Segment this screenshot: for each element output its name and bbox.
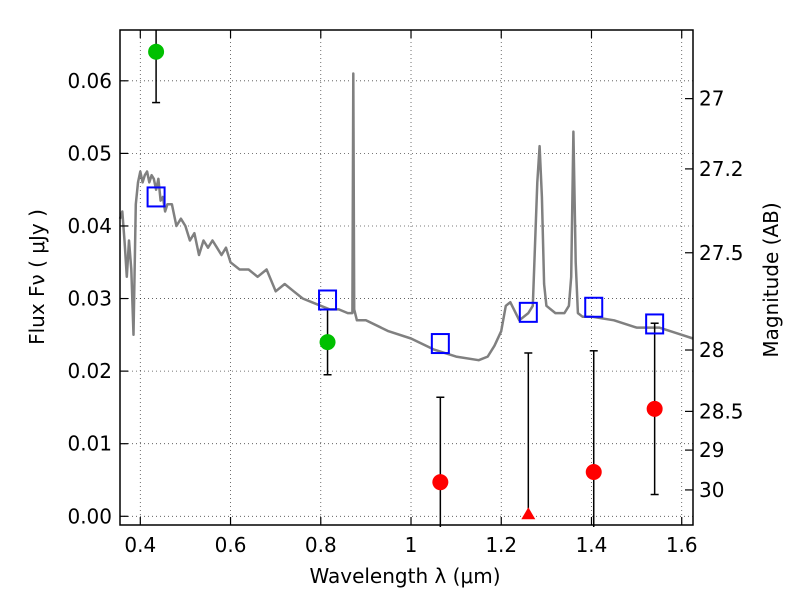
y-tick-label: 0.01 [67,432,112,456]
y-tick-label: 0.05 [67,141,112,165]
data-point [319,334,336,351]
upper-limit-marker [521,507,536,520]
data-point [432,474,449,491]
x-tick-label: 1.6 [666,533,698,557]
model-band-point [318,289,338,311]
y-tick-label: 0.00 [67,504,112,528]
data-point [585,464,602,481]
model-band-point [146,186,166,208]
x-tick-label: 0.4 [124,533,156,557]
x-axis-title: Wavelength λ (μm) [309,564,500,588]
axes [119,29,694,526]
y-axis-title: Flux Fν ( μJy ) [25,209,49,345]
model-spectrum-layer [118,72,694,362]
magnitude-tick-label: 27.5 [699,241,744,265]
y-tick-label: 0.04 [67,214,112,238]
x-tick-label: 1.4 [576,533,608,557]
magnitude-tick-label: 28.5 [699,399,744,423]
y-tick-label: 0.06 [67,69,112,93]
x-tick-label: 1 [405,533,418,557]
y-tick-label: 0.03 [67,287,112,311]
magnitude-tick-label: 29 [699,438,724,462]
data-point [148,43,165,60]
data-point [646,400,663,417]
model-band-point [518,301,538,323]
grid [120,30,693,525]
x-tick-label: 0.8 [305,533,337,557]
tick-label-layer: 0.4 0.6 0.8 1 1.2 1.4 1.6 0.00 0.01 0.02 0.03 0.04 0… [67,69,743,557]
model-band-point [430,333,450,355]
magnitude-tick-label: 27.2 [699,157,744,181]
model-spectrum-line [118,72,694,362]
data-point-layer [146,43,665,520]
plot-frame [119,29,694,526]
magnitude-tick-label: 28 [699,338,724,362]
x-tick-label: 1.2 [485,533,517,557]
model-band-point [584,296,604,318]
x-tick-label: 0.6 [215,533,247,557]
magnitude-axis-title: Magnitude (AB) [759,202,783,357]
magnitude-tick-label: 27 [699,87,724,111]
magnitude-tick-label: 30 [699,478,724,502]
errorbar-layer [152,30,659,527]
model-band-point [645,313,665,335]
y-tick-label: 0.02 [67,359,112,383]
